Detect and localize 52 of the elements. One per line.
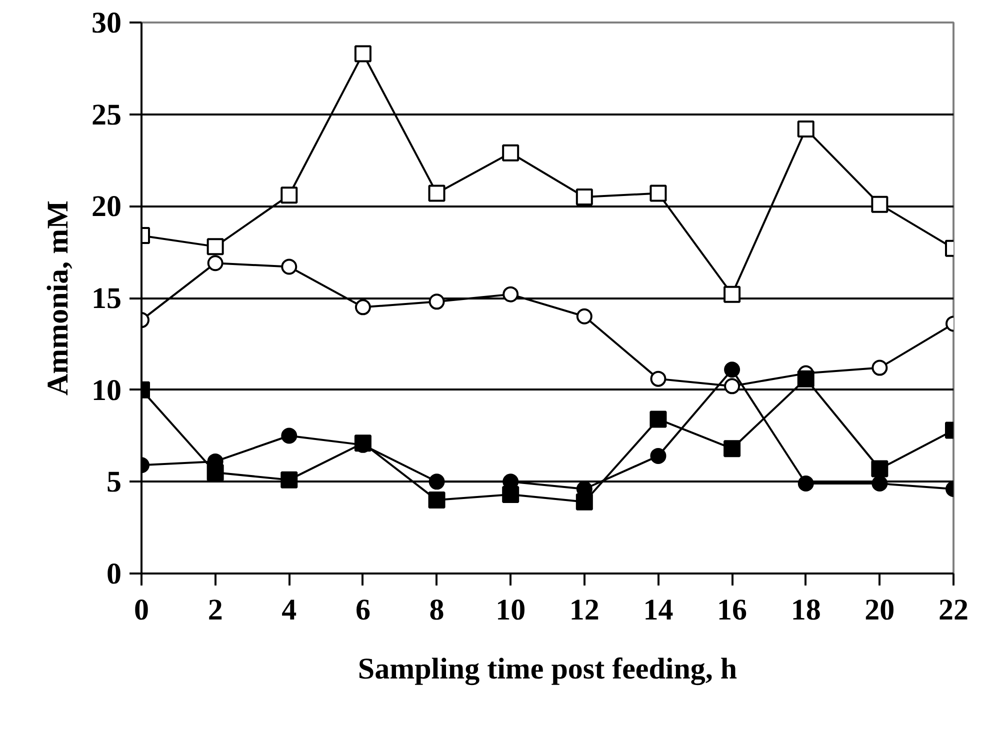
point: [428, 184, 446, 202]
point: [798, 476, 814, 492]
point: [281, 428, 298, 444]
x-tick-label: 0: [134, 594, 149, 626]
y-tick-label: 15: [92, 282, 122, 315]
x-tick-label: 2: [208, 594, 223, 626]
point: [724, 378, 740, 394]
point: [576, 308, 592, 324]
x-tick-label: 14: [643, 594, 674, 626]
point: [280, 471, 298, 488]
point: [207, 255, 224, 272]
point: [502, 286, 519, 302]
x-tick-label: 4: [282, 594, 297, 626]
x-tick-label: 20: [864, 594, 895, 626]
y-axis-title: Ammonia, mM: [42, 200, 74, 396]
point: [871, 196, 888, 213]
point: [428, 474, 445, 490]
point: [650, 370, 666, 387]
x-axis-title: Sampling time post feeding, h: [358, 652, 738, 686]
point: [280, 186, 298, 204]
point: [354, 45, 372, 62]
point: [797, 370, 814, 388]
y-tick-label: 25: [92, 98, 122, 132]
y-tick-label: 20: [92, 190, 122, 224]
y-tick-label: 30: [92, 6, 122, 40]
y-tick-label: 10: [92, 374, 122, 407]
x-tick-label: 16: [717, 594, 748, 626]
y-tick-label: 5: [106, 466, 122, 499]
point: [872, 360, 888, 376]
x-tick-label: 10: [496, 594, 526, 626]
x-tick-label: 6: [355, 594, 370, 626]
point: [724, 362, 740, 378]
x-tick-label: 12: [569, 594, 600, 626]
point: [206, 238, 224, 256]
point: [354, 299, 371, 316]
point: [650, 448, 666, 464]
point: [724, 440, 741, 458]
point: [872, 476, 888, 492]
point: [576, 188, 593, 206]
point: [502, 144, 520, 162]
point: [650, 410, 667, 428]
point: [281, 258, 298, 275]
point: [650, 184, 667, 202]
point: [428, 294, 445, 310]
point: [724, 286, 741, 303]
point: [797, 120, 814, 138]
x-tick-label: 18: [790, 594, 821, 626]
x-tick-label: 22: [938, 594, 968, 626]
point: [428, 492, 446, 509]
point: [871, 460, 888, 478]
y-tick-label: 0: [106, 558, 122, 590]
x-tick-label: 8: [429, 594, 444, 626]
